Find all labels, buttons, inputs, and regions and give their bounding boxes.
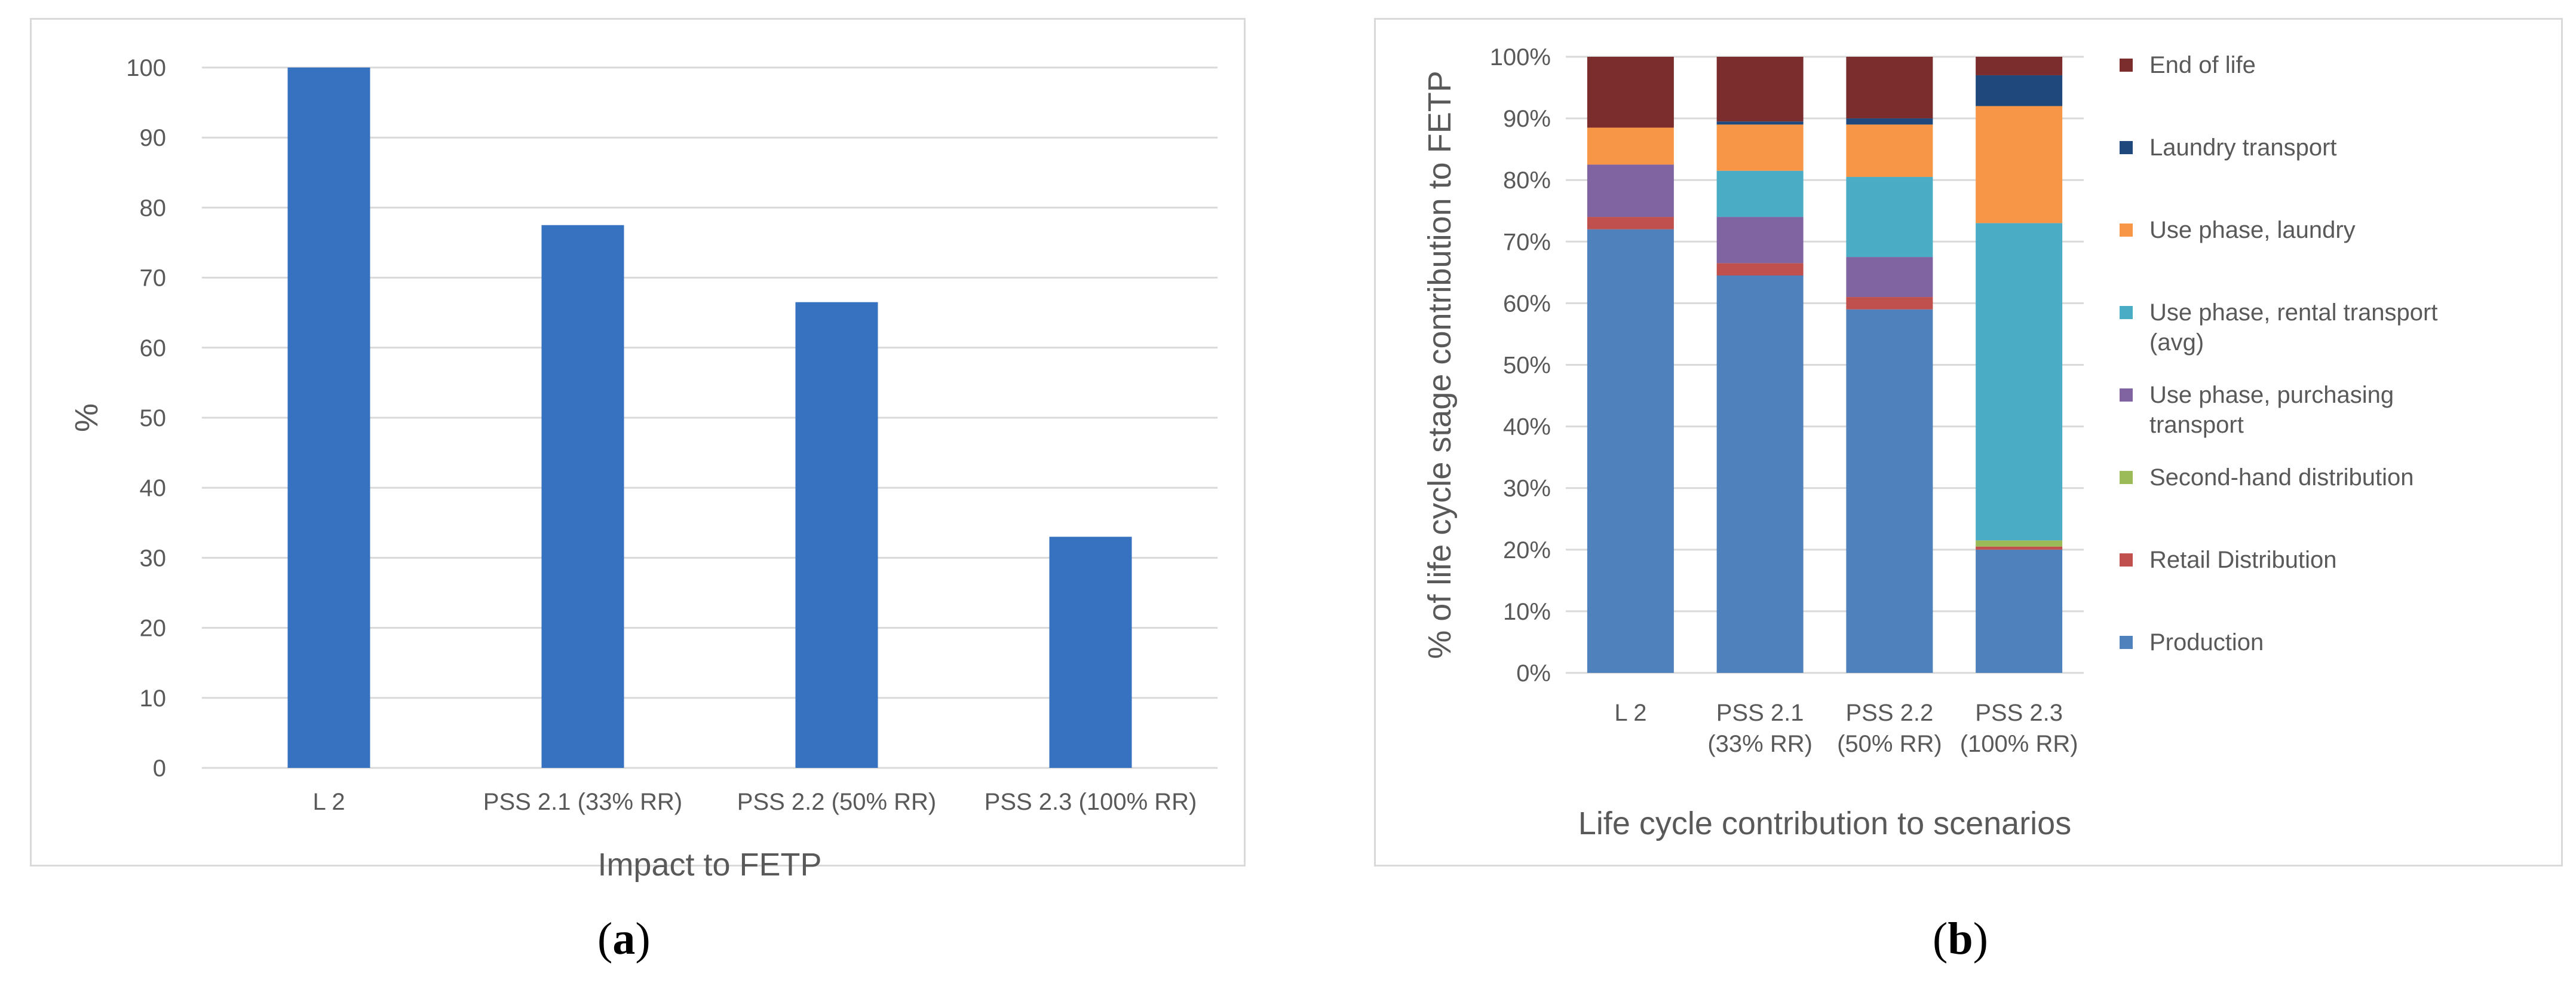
- legend-label: Production: [2149, 629, 2264, 656]
- stack-segment: [1716, 275, 1804, 673]
- x-tick-label: PSS 2.2: [1845, 700, 1933, 726]
- caption-a-text: (a): [597, 914, 651, 964]
- stack-segment: [1716, 121, 1804, 125]
- y-tick-label: 30%: [1503, 476, 1551, 502]
- stack-segment: [1716, 263, 1804, 276]
- x-tick-label: PSS 2.1 (33% RR): [483, 789, 682, 815]
- y-tick-label: 50: [140, 405, 167, 431]
- legend-label: Retail Distribution: [2149, 547, 2336, 573]
- legend-swatch: [2120, 223, 2133, 237]
- y-tick-label: 80: [140, 195, 167, 221]
- y-tick-label: 70: [140, 265, 167, 292]
- stack-segment: [1976, 549, 2063, 673]
- y-tick-label: 60%: [1503, 290, 1551, 317]
- y-tick-label: 90: [140, 125, 167, 151]
- legend-swatch: [2120, 388, 2133, 402]
- stack-segment: [1716, 170, 1804, 218]
- stack-segment: [1846, 257, 1933, 298]
- x-tick-label: PSS 2.2 (50% RR): [737, 789, 936, 815]
- stack-segment: [1587, 57, 1674, 128]
- x-tick-label: PSS 2.1: [1716, 700, 1804, 726]
- chart-panel-b: 0% 10% 20% 30% 40% 50% 60% 70% 80% 90% 100% L 2 PSS …: [1374, 18, 2563, 867]
- x-tick-label: (100% RR): [1960, 731, 2078, 757]
- y-tick-label: 40%: [1503, 414, 1551, 440]
- y-tick-label: 10%: [1503, 599, 1551, 625]
- stack-segment: [1846, 118, 1933, 125]
- stack-segment: [1846, 57, 1933, 119]
- y-tick-label: 0%: [1516, 660, 1551, 687]
- stacked-bar-chart-b: 0% 10% 20% 30% 40% 50% 60% 70% 80% 90% 100% L 2 PSS …: [1422, 44, 2437, 841]
- stack-segment: [1846, 309, 1933, 673]
- stack-segment: [1716, 57, 1804, 122]
- y-tick-label: 90%: [1503, 106, 1551, 132]
- stack-segment: [1976, 540, 2063, 547]
- legend-swatch: [2120, 553, 2133, 567]
- y-tick-label: 70%: [1503, 229, 1551, 255]
- y-tick-label: 50%: [1503, 353, 1551, 379]
- legend-label: Use phase, purchasing: [2149, 382, 2394, 408]
- x-tick-label: (50% RR): [1837, 731, 1942, 757]
- legend-swatch: [2120, 141, 2133, 154]
- y-tick-label: 20%: [1503, 537, 1551, 564]
- legend-swatch: [2120, 306, 2133, 319]
- y-tick-label: 40: [140, 475, 167, 501]
- x-axis-title: Impact to FETP: [597, 847, 821, 883]
- stack-segment: [1976, 223, 2063, 541]
- x-tick-label: PSS 2.3 (100% RR): [985, 789, 1197, 815]
- chart-panel-a: 0 10 20 30 40 50 60 70 80 90 100 L 2 PSS 2.1 (33% RR…: [30, 18, 1246, 883]
- y-axis-title: % of life cycle stage contribution to FE…: [1422, 71, 1458, 659]
- stack-segment: [1976, 546, 2063, 550]
- legend-label: End of life: [2149, 52, 2256, 78]
- legend-label: Use phase, rental transport: [2149, 299, 2437, 326]
- y-tick-label: 10: [140, 685, 167, 712]
- stack-segment: [1587, 229, 1674, 673]
- bar: [287, 68, 370, 768]
- caption-b-text: (b): [1933, 914, 1988, 964]
- x-tick-label: (33% RR): [1707, 731, 1813, 757]
- x-axis-title: Life cycle contribution to scenarios: [1578, 806, 2071, 841]
- stack-segment: [1976, 75, 2063, 106]
- legend-label: Second-hand distribution: [2149, 464, 2414, 491]
- legend-swatch: [2120, 636, 2133, 649]
- bar: [541, 225, 624, 768]
- y-tick-label: 60: [140, 335, 167, 362]
- bar: [1049, 537, 1132, 768]
- stack-segment: [1587, 217, 1674, 229]
- stack-segment: [1976, 106, 2063, 223]
- y-tick-label: 100: [126, 55, 166, 81]
- stack-segment: [1976, 57, 2063, 75]
- legend-label: Laundry transport: [2149, 134, 2337, 161]
- caption-a: (a): [597, 913, 651, 965]
- stack-segment: [1716, 217, 1804, 264]
- x-tick-label: PSS 2.3: [1975, 700, 2063, 726]
- legend-label: (avg): [2149, 329, 2204, 356]
- stack-segment: [1587, 164, 1674, 218]
- caption-b: (b): [1933, 913, 1988, 965]
- stack-segment: [1716, 124, 1804, 171]
- stack-segment: [1846, 297, 1933, 310]
- legend-swatch: [2120, 471, 2133, 484]
- stack-segment: [1587, 127, 1674, 165]
- legend-swatch: [2120, 59, 2133, 72]
- stack-segment: [1846, 177, 1933, 258]
- y-tick-label: 20: [140, 616, 167, 642]
- legend-label: Use phase, laundry: [2149, 217, 2356, 243]
- y-axis-title: %: [69, 403, 105, 432]
- y-tick-label: 100%: [1490, 44, 1551, 71]
- y-tick-label: 30: [140, 545, 167, 571]
- x-tick-label: L 2: [312, 789, 345, 815]
- stack-segment: [1846, 124, 1933, 177]
- y-tick-label: 80%: [1503, 167, 1551, 194]
- x-tick-label: L 2: [1614, 700, 1646, 726]
- bar: [795, 302, 878, 768]
- y-tick-label: 0: [153, 755, 166, 782]
- legend-label: transport: [2149, 412, 2244, 438]
- bar-chart-a: 0 10 20 30 40 50 60 70 80 90 100 L 2 PSS 2.1 (33% RR…: [69, 55, 1218, 883]
